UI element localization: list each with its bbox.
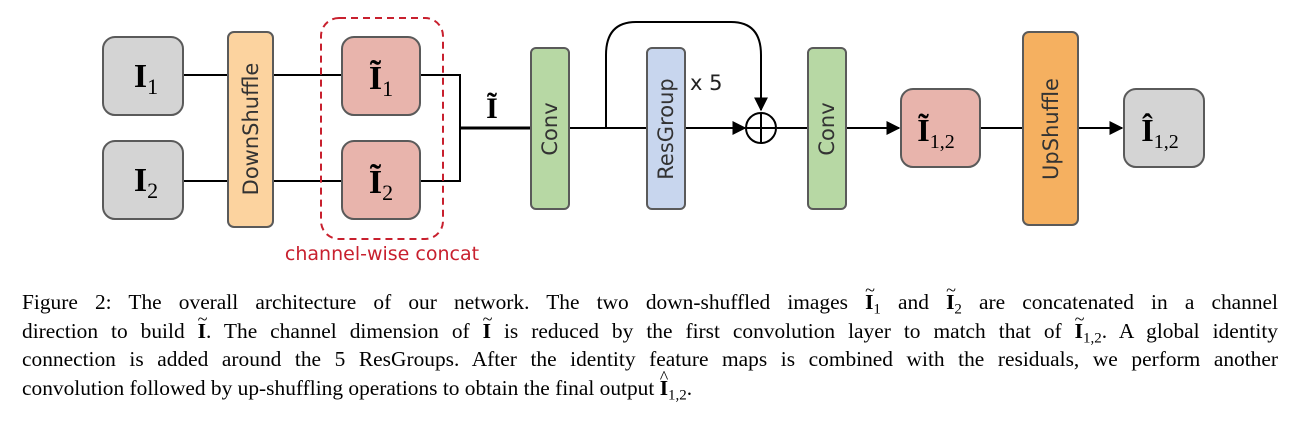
caption-subscript: 1,2 [1082, 329, 1102, 346]
upshuffle-label: UpShuffle [1039, 78, 1063, 180]
shuffled-box-2 [341, 140, 421, 220]
resgroup-label: ResGroup [654, 78, 678, 179]
concat-region [320, 17, 444, 240]
repeat-label: x 5 [690, 71, 722, 95]
conv2-block [807, 47, 847, 210]
feature-label: Ĩ1,2 [917, 112, 954, 153]
caption-line-1: Figure 2: The overall architecture of ou… [22, 276, 1278, 318]
caption-text: connection is added around the 5 ResGrou… [22, 347, 1278, 371]
caption-text: direction to build [22, 318, 185, 343]
caption-text: and [898, 290, 929, 314]
caption-symbol: I [865, 276, 874, 317]
add-node-icon [745, 112, 777, 144]
architecture-diagram: I1 I2 DownShuffle Ĩ1 Ĩ2 Ĩ channel-wise c… [102, 17, 1205, 265]
caption-line-2: direction to build I. The channel dimens… [22, 305, 1278, 346]
edge-shuffled2-concat [420, 128, 461, 182]
input-box-1 [102, 36, 184, 116]
downshuffle-label: DownShuffle [239, 63, 263, 196]
caption-text: is reduced by the first convolution laye… [503, 318, 1062, 343]
caption-line-3: connection is added around the 5 ResGrou… [22, 345, 1278, 374]
caption-label: Figure 2: [22, 290, 112, 314]
upshuffle-block [1022, 31, 1079, 226]
concat-symbol: Ĩ [486, 92, 498, 125]
output-label: Î1,2 [1141, 112, 1178, 153]
input-label-2: I2 [134, 162, 158, 203]
caption-subscript: 1 [873, 301, 881, 318]
conv2-label: Conv [815, 102, 839, 155]
caption-line-4: convolution followed by up-shuffling ope… [22, 363, 1278, 403]
concat-label: channel-wise concat [285, 243, 479, 265]
feature-box [900, 88, 981, 168]
shuffled-label-1: Ĩ1 [369, 60, 393, 101]
input-label-1: I1 [134, 58, 158, 99]
shuffled-label-2: Ĩ2 [369, 164, 393, 205]
figure-caption: Figure 2: The overall architecture of ou… [22, 276, 1278, 403]
connections [183, 21, 1124, 182]
caption-text: . The channel dimension of [205, 318, 470, 343]
caption-symbol: I [660, 363, 669, 403]
conv1-block [530, 47, 570, 210]
caption-subscript: 1,2 [668, 386, 687, 403]
caption-text: . [686, 375, 693, 400]
caption-subscript: 2 [954, 301, 962, 318]
conv1-label: Conv [538, 102, 562, 155]
caption-text: are concatenated in a channel [979, 290, 1278, 314]
caption-text: . A global identity [1101, 318, 1278, 343]
caption-text: convolution followed by up-shuffling ope… [22, 375, 655, 400]
input-box-2 [102, 140, 184, 220]
caption-symbol: I [1075, 305, 1084, 346]
resgroup-block [646, 47, 686, 210]
output-box [1123, 88, 1205, 168]
edge-shuffled1-concat [420, 74, 461, 128]
caption-symbol: I [483, 305, 492, 346]
downshuffle-block [227, 31, 274, 228]
caption-symbol: I [946, 276, 955, 317]
caption-symbol: I [198, 305, 207, 346]
skip-connection [605, 21, 768, 128]
shuffled-box-1 [341, 36, 421, 116]
